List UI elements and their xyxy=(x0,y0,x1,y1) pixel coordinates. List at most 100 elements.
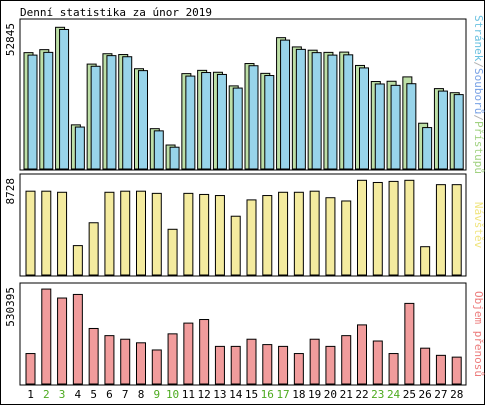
legend-separator-2: / xyxy=(472,114,485,121)
bar-pages-day-6 xyxy=(106,55,117,170)
bar-visits-day-28 xyxy=(451,184,462,276)
bar-volume-day-5 xyxy=(88,327,99,385)
bar-pages-day-14 xyxy=(232,87,243,170)
bar-visits-day-4 xyxy=(72,245,83,276)
bar-volume-day-17 xyxy=(278,345,289,385)
chart-title: Denní statistika za únor 2019 xyxy=(20,6,212,19)
bar-volume-day-14 xyxy=(230,345,241,385)
day-label-16: 16 xyxy=(261,388,274,401)
legend-separator-1: / xyxy=(472,61,485,68)
bar-volume-day-6 xyxy=(104,335,115,385)
day-label-23: 23 xyxy=(371,388,384,401)
bar-pages-day-22 xyxy=(359,67,369,170)
bar-pages-day-19 xyxy=(311,52,322,170)
bar-volume-day-28 xyxy=(451,356,462,385)
bar-volume-day-20 xyxy=(325,345,336,385)
day-label-12: 12 xyxy=(198,388,211,401)
bar-pages-day-8 xyxy=(138,70,148,170)
bar-volume-day-2 xyxy=(41,288,52,385)
legend-volume: Objem přenosů xyxy=(472,291,485,377)
bar-pages-day-21 xyxy=(343,54,354,170)
bar-volume-day-11 xyxy=(183,322,194,385)
bar-pages-day-2 xyxy=(43,51,54,170)
day-label-26: 26 xyxy=(419,388,432,401)
legend-hits-label: Přístupů xyxy=(472,121,485,174)
day-label-28: 28 xyxy=(450,388,463,401)
bar-pages-day-4 xyxy=(74,126,85,170)
bar-volume-day-19 xyxy=(309,338,320,385)
day-label-3: 3 xyxy=(59,388,66,401)
bar-pages-day-18 xyxy=(295,48,306,170)
bar-visits-day-25 xyxy=(404,179,415,276)
bar-pages-day-1 xyxy=(27,54,38,170)
bar-volume-day-13 xyxy=(214,345,225,385)
day-label-17: 17 xyxy=(276,388,289,401)
bar-volume-day-26 xyxy=(420,347,431,385)
bar-volume-day-15 xyxy=(246,338,257,385)
bar-visits-day-20 xyxy=(325,197,336,276)
bar-volume-day-22 xyxy=(357,324,367,385)
bar-volume-day-8 xyxy=(136,342,146,385)
bar-pages-day-3 xyxy=(59,28,70,170)
day-label-6: 6 xyxy=(106,388,113,401)
bar-pages-day-10 xyxy=(169,146,180,170)
bar-visits-day-27 xyxy=(435,184,446,276)
day-label-10: 10 xyxy=(166,388,179,401)
bar-pages-day-27 xyxy=(437,90,448,170)
panel-frame-volume xyxy=(19,282,467,386)
bar-visits-day-3 xyxy=(57,191,68,276)
day-label-22: 22 xyxy=(355,388,368,401)
bar-volume-day-12 xyxy=(199,319,210,385)
bar-volume-day-21 xyxy=(341,335,352,385)
day-label-13: 13 xyxy=(213,388,226,401)
bar-visits-day-15 xyxy=(246,199,257,276)
day-label-11: 11 xyxy=(182,388,195,401)
bar-visits-day-23 xyxy=(372,181,383,276)
bar-volume-day-7 xyxy=(120,338,131,385)
bar-pages-day-9 xyxy=(153,130,164,170)
bar-visits-day-24 xyxy=(388,180,399,276)
bar-pages-day-16 xyxy=(264,75,275,170)
bar-pages-day-7 xyxy=(122,56,133,170)
bar-visits-day-2 xyxy=(41,190,52,276)
day-label-14: 14 xyxy=(229,388,243,401)
bar-volume-day-24 xyxy=(388,353,399,385)
day-label-4: 4 xyxy=(75,388,82,401)
bar-visits-day-14 xyxy=(230,215,241,276)
bar-visits-day-7 xyxy=(120,190,131,276)
day-label-8: 8 xyxy=(138,388,145,401)
day-label-2: 2 xyxy=(43,388,50,401)
bar-volume-day-23 xyxy=(372,340,383,385)
bar-visits-day-1 xyxy=(25,190,36,276)
bar-visits-day-10 xyxy=(167,228,178,276)
day-label-15: 15 xyxy=(245,388,258,401)
bar-volume-day-16 xyxy=(262,344,273,385)
bar-volume-day-25 xyxy=(404,302,415,385)
bar-pages-day-28 xyxy=(453,94,464,170)
day-label-18: 18 xyxy=(292,388,305,401)
bar-volume-day-4 xyxy=(72,293,83,385)
day-label-19: 19 xyxy=(308,388,321,401)
bar-pages-day-11 xyxy=(185,75,196,170)
max-value-label-access: 52845 xyxy=(4,23,17,56)
bar-visits-day-12 xyxy=(199,193,210,276)
max-value-label-volume: 530395 xyxy=(4,287,17,327)
bar-visits-day-6 xyxy=(104,191,115,276)
bar-pages-day-26 xyxy=(422,127,433,170)
day-label-25: 25 xyxy=(403,388,416,401)
day-label-5: 5 xyxy=(90,388,97,401)
bar-visits-day-9 xyxy=(151,192,162,276)
bar-visits-day-13 xyxy=(214,195,225,276)
bar-visits-day-21 xyxy=(341,200,352,276)
day-label-1: 1 xyxy=(27,388,34,401)
bar-pages-day-13 xyxy=(216,73,227,170)
bar-volume-day-10 xyxy=(167,333,178,385)
bar-visits-day-5 xyxy=(88,222,99,276)
bar-visits-day-19 xyxy=(309,190,320,276)
bar-pages-day-5 xyxy=(90,65,101,170)
bar-visits-day-18 xyxy=(293,191,304,276)
panel-visits: 8728 Návštěv xyxy=(4,173,485,277)
panel-access: 52845 Stránek/Souborů/Přístupů xyxy=(4,15,485,174)
